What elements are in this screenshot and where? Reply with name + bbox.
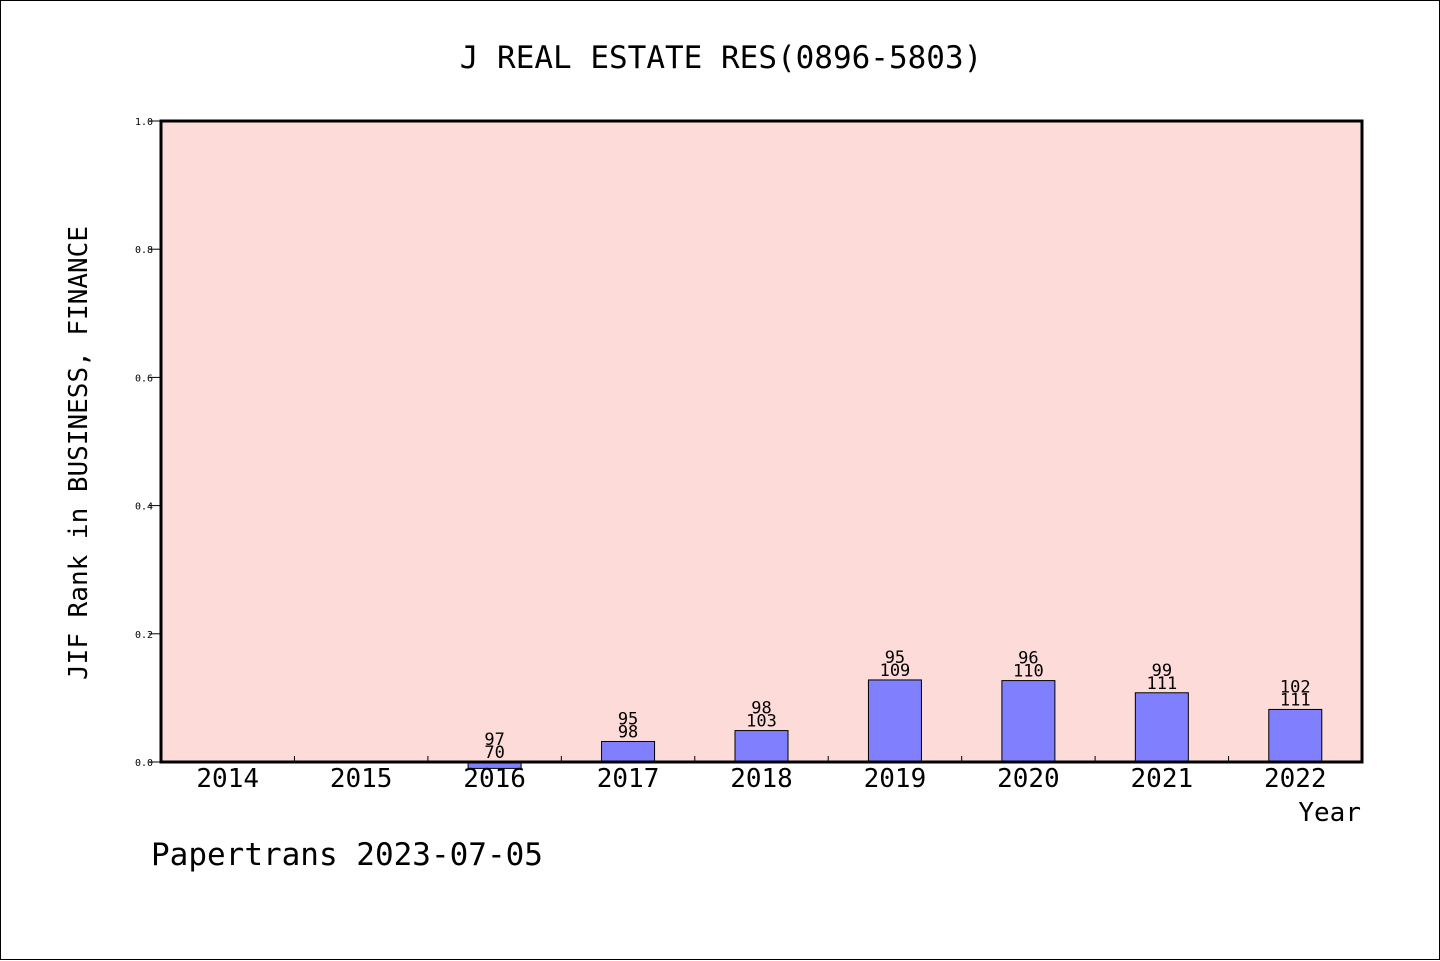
bar-label-bottom: 111 [1280,690,1311,710]
x-tick-label: 2021 [1131,764,1194,794]
x-tick-label: 2020 [997,764,1060,794]
plot-border [159,119,1364,764]
y-tick-label: 0.0 [135,758,153,769]
bar-label-bottom: 98 [618,722,638,742]
bar [1134,692,1189,763]
x-tick-label: 2014 [196,764,259,794]
bar [601,740,656,763]
bar [1268,708,1323,763]
x-axis-label: Year [1298,798,1361,828]
bar-label-top: 98 [751,699,771,719]
x-tick-label: 2016 [463,764,526,794]
bar-label-bottom: 109 [880,661,911,681]
bar [734,730,789,763]
bar-label-top: 97 [484,730,504,750]
bars-layer [467,679,1323,769]
bar-label-top: 95 [618,709,638,729]
footer-text: Papertrans 2023-07-05 [151,837,543,873]
bar [867,679,922,763]
bar-label-bottom: 70 [484,743,504,763]
x-tick-label: 2017 [597,764,660,794]
chart-title: J REAL ESTATE RES(0896-5803) [460,40,983,76]
bar-label-bottom: 103 [746,712,777,732]
x-tick-label: 2015 [330,764,393,794]
y-tick-label: 0.6 [135,373,153,384]
bar-label-top: 96 [1018,649,1038,669]
bar-label-top: 102 [1280,677,1311,697]
bar-label-top: 99 [1152,661,1172,681]
bar-label-top: 95 [885,648,905,668]
x-tick-label: 2018 [730,764,793,794]
labels-layer: 2014 2015 20167097201798952018103982019109… [196,648,1326,794]
y-axis-label: JIF Rank in BUSINESS, FINANCE [64,226,94,680]
plot-area [161,121,1362,762]
x-tick-label: 2019 [864,764,927,794]
y-tick-label: 1.0 [135,117,153,128]
y-tick-label: 0.8 [135,245,153,256]
ticks-layer: 0.0 0.2 0.4 0.6 0.8 1.0 [135,117,1230,769]
y-tick-label: 0.4 [135,502,153,513]
bar-label-bottom: 110 [1013,662,1044,682]
bar-label-bottom: 111 [1146,674,1177,694]
x-tick-label: 2022 [1264,764,1327,794]
bar [1001,680,1056,763]
y-tick-label: 0.2 [135,630,153,641]
